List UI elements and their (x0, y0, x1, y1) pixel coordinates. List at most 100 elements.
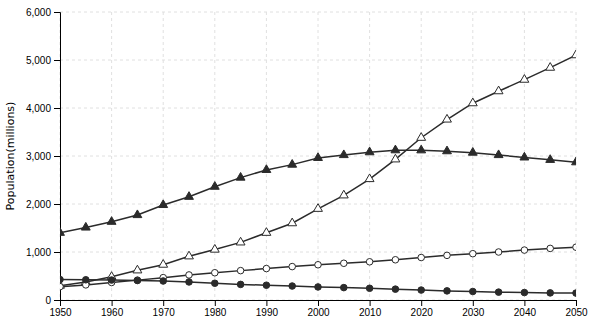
marker (108, 277, 115, 284)
marker (289, 263, 296, 270)
marker (160, 278, 167, 285)
marks (60, 50, 576, 296)
series (60, 276, 576, 296)
marker (60, 228, 64, 236)
tick-mark (54, 156, 60, 157)
marker (520, 75, 529, 83)
marker (443, 146, 452, 154)
tick-label: 2030 (462, 307, 485, 318)
marker (263, 265, 270, 272)
series (60, 244, 576, 290)
tick-mark (215, 300, 216, 306)
tick-label: 2010 (359, 307, 382, 318)
marker (212, 280, 219, 287)
marker (366, 259, 373, 266)
marker (237, 267, 244, 274)
marker (521, 289, 528, 296)
tick-label: 2,000 (26, 199, 51, 210)
tick: 2,000 (26, 199, 60, 210)
marker (391, 154, 400, 162)
marker (107, 217, 116, 225)
marker (210, 182, 219, 190)
marker (418, 254, 425, 261)
axis-line (54, 13, 61, 301)
marker (186, 272, 193, 279)
marker (263, 282, 270, 289)
tick-label: 0 (45, 295, 51, 306)
tick-label: 1,000 (26, 247, 51, 258)
tick-mark (54, 204, 60, 205)
marker (365, 174, 374, 182)
marker (262, 228, 271, 236)
tick-mark (473, 300, 474, 306)
tick-label: 2040 (514, 307, 537, 318)
tick: 2010 (359, 300, 382, 318)
marker (341, 284, 348, 291)
grid-line (111, 12, 112, 300)
marker (392, 256, 399, 263)
marker (520, 152, 529, 160)
marker (133, 210, 142, 218)
tick: 2020 (411, 300, 434, 318)
axis-line (61, 301, 577, 307)
tick-mark (54, 300, 60, 301)
marker (444, 288, 451, 295)
marker (417, 145, 426, 153)
line (60, 150, 576, 233)
tick-mark (54, 252, 60, 253)
marker (134, 277, 141, 284)
tick-label: 1960 (101, 307, 124, 318)
marker (418, 287, 425, 294)
tick-label: 1980 (204, 307, 227, 318)
marker (210, 244, 219, 252)
tick: 1970 (153, 300, 176, 318)
tick: 3,000 (26, 151, 60, 162)
tick: 1,000 (26, 247, 60, 258)
marker (288, 218, 297, 226)
marker (572, 50, 576, 58)
marker (366, 285, 373, 292)
tick-label: 3,000 (26, 151, 51, 162)
marker (339, 190, 348, 198)
tick-label: 4,000 (26, 103, 51, 114)
tick-mark (163, 300, 164, 306)
tick-label: 1970 (153, 307, 176, 318)
tick: 0 (45, 295, 60, 306)
grid-line (163, 12, 164, 300)
marker (341, 260, 348, 267)
tick: 1990 (256, 300, 279, 318)
y-axis: 0 1,000 2,000 3,000 4,000 5,000 6,000 (26, 7, 61, 306)
marker (444, 252, 451, 259)
marker (547, 290, 554, 297)
series (60, 145, 576, 235)
marker (237, 281, 244, 288)
marker (315, 261, 322, 268)
marker (495, 289, 502, 296)
marker (236, 172, 245, 180)
tick-mark (421, 300, 422, 306)
marker (314, 204, 323, 212)
tick: 5,000 (26, 55, 60, 66)
line (60, 247, 576, 286)
tick-label: 1950 (49, 307, 72, 318)
tick: 1980 (204, 300, 227, 318)
y-axis-title: Population(millions) (4, 102, 17, 211)
tick-mark (576, 300, 577, 306)
tick-label: 1990 (256, 307, 279, 318)
marker (546, 155, 555, 163)
marker (391, 145, 400, 153)
tick: 2040 (514, 300, 537, 318)
marker (468, 98, 477, 106)
marker (81, 222, 90, 230)
tick: 1950 (49, 300, 72, 318)
marker (494, 86, 503, 94)
tick-mark (318, 300, 319, 306)
tick: 2050 (565, 300, 588, 318)
tick-label: 6,000 (26, 7, 51, 18)
marker (262, 165, 271, 173)
marker (134, 277, 141, 284)
marker (185, 251, 194, 259)
marker (468, 148, 477, 156)
tick-label: 5,000 (26, 55, 51, 66)
marker (547, 245, 554, 252)
